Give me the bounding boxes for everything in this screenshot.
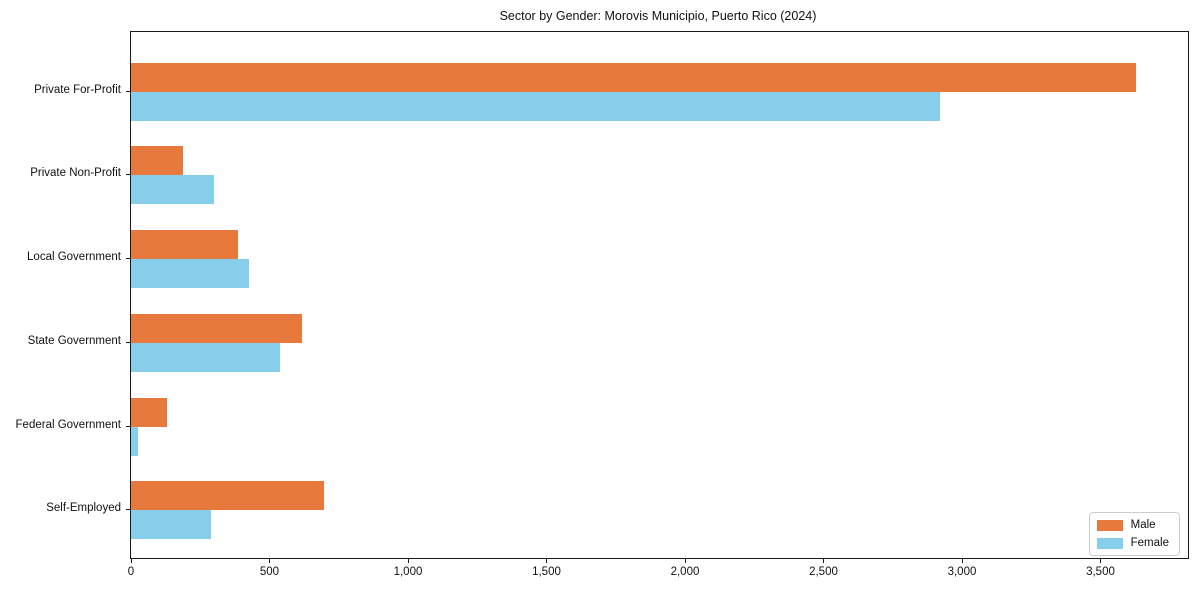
y-tick-label-private-for-profit: Private For-Profit <box>34 83 121 96</box>
legend-item-male: Male <box>1096 519 1169 531</box>
bar-male-self-employed <box>131 481 325 511</box>
chart-title: Sector by Gender: Morovis Municipio, Pue… <box>499 9 817 23</box>
y-tick-mark <box>126 174 130 176</box>
legend-label-female: Female <box>1130 537 1169 549</box>
bar-male-private-for-profit <box>131 62 1136 92</box>
x-tick-mark <box>407 559 409 563</box>
x-tick-mark <box>684 559 686 563</box>
y-tick-label-state-government: State Government <box>27 334 121 347</box>
bar-female-private-for-profit <box>131 91 941 121</box>
y-tick-label-self-employed: Self-Employed <box>46 502 121 515</box>
y-tick-label-federal-government: Federal Government <box>15 418 121 431</box>
x-tick-label-1500: 1,500 <box>532 566 561 578</box>
legend-swatch-female-icon <box>1096 537 1123 549</box>
bar-male-state-government <box>131 313 302 343</box>
plot-area: Male Female <box>130 31 1189 559</box>
y-tick-mark <box>126 509 130 511</box>
bar-male-local-government <box>131 230 239 260</box>
legend: Male Female <box>1088 512 1180 556</box>
legend-item-female: Female <box>1096 537 1169 549</box>
x-tick-mark <box>269 559 271 563</box>
y-tick-mark <box>126 425 130 427</box>
bar-female-local-government <box>131 259 249 289</box>
bar-female-federal-government <box>131 426 138 456</box>
x-tick-label-0: 0 <box>127 566 135 578</box>
bar-female-private-non-profit <box>131 175 215 205</box>
y-tick-label-local-government: Local Government <box>27 251 121 264</box>
y-tick-label-private-non-profit: Private Non-Profit <box>30 167 121 180</box>
bar-female-state-government <box>131 342 281 372</box>
y-tick-mark <box>126 90 130 92</box>
x-tick-label-2500: 2,500 <box>809 566 838 578</box>
x-tick-mark <box>546 559 548 563</box>
x-tick-label-3500: 3,500 <box>1086 566 1115 578</box>
bar-female-self-employed <box>131 510 212 540</box>
x-tick-mark <box>823 559 825 563</box>
x-tick-label-3000: 3,000 <box>947 566 977 578</box>
y-tick-mark <box>126 258 130 260</box>
x-tick-mark <box>131 559 132 563</box>
x-tick-label-500: 500 <box>259 566 280 578</box>
x-tick-mark <box>1100 559 1102 563</box>
x-tick-label-2000: 2,000 <box>670 566 700 578</box>
x-tick-mark <box>961 559 963 563</box>
y-tick-mark <box>126 341 130 343</box>
bar-male-private-non-profit <box>131 146 183 176</box>
legend-swatch-male-icon <box>1096 519 1123 531</box>
x-tick-label-1000: 1,000 <box>393 566 423 578</box>
legend-label-male: Male <box>1130 519 1156 531</box>
bar-male-federal-government <box>131 397 167 427</box>
